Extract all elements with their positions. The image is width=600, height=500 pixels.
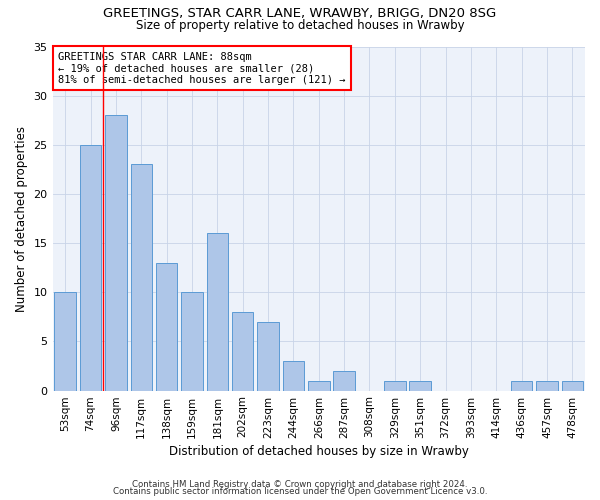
Bar	[562, 380, 583, 390]
Text: GREETINGS STAR CARR LANE: 88sqm
← 19% of detached houses are smaller (28)
81% of: GREETINGS STAR CARR LANE: 88sqm ← 19% of…	[58, 52, 346, 85]
Bar	[409, 380, 431, 390]
Bar	[334, 371, 355, 390]
Text: GREETINGS, STAR CARR LANE, WRAWBY, BRIGG, DN20 8SG: GREETINGS, STAR CARR LANE, WRAWBY, BRIGG…	[103, 8, 497, 20]
Bar	[384, 380, 406, 390]
Bar	[156, 263, 178, 390]
Bar	[232, 312, 253, 390]
Text: Size of property relative to detached houses in Wrawby: Size of property relative to detached ho…	[136, 19, 464, 32]
Bar	[536, 380, 558, 390]
X-axis label: Distribution of detached houses by size in Wrawby: Distribution of detached houses by size …	[169, 444, 469, 458]
Text: Contains HM Land Registry data © Crown copyright and database right 2024.: Contains HM Land Registry data © Crown c…	[132, 480, 468, 489]
Bar	[181, 292, 203, 390]
Bar	[206, 234, 228, 390]
Bar	[257, 322, 279, 390]
Y-axis label: Number of detached properties: Number of detached properties	[15, 126, 28, 312]
Bar	[131, 164, 152, 390]
Bar	[308, 380, 329, 390]
Bar	[80, 145, 101, 390]
Bar	[511, 380, 532, 390]
Text: Contains public sector information licensed under the Open Government Licence v3: Contains public sector information licen…	[113, 488, 487, 496]
Bar	[55, 292, 76, 390]
Bar	[105, 116, 127, 390]
Bar	[283, 361, 304, 390]
